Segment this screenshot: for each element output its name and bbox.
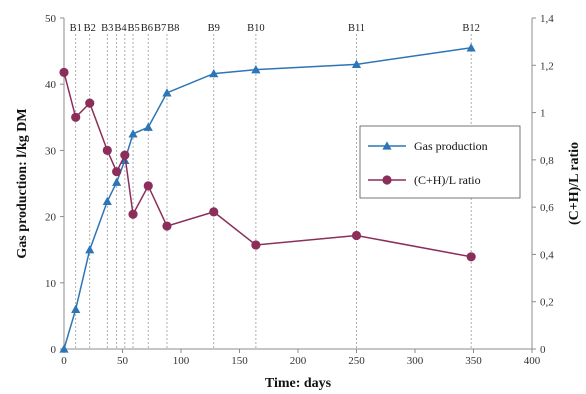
legend: Gas production (C+H)/L ratio [359,125,521,199]
x-tick-label: 400 [524,355,541,367]
batch-marker-label: B7 [154,23,166,34]
left-y-tick-label: 40 [45,79,57,91]
gas-production-point [162,88,172,97]
ratio-point [59,67,69,77]
left-y-tick-label: 20 [45,212,57,224]
right-y-tick-label: 0,6 [540,202,554,214]
right-y-tick-label: 1,4 [540,13,554,25]
batch-marker-label: B2 [84,23,96,34]
x-tick-label: 150 [231,355,248,367]
x-tick-label: 200 [290,355,307,367]
legend-swatch-marker-ratio [382,175,392,185]
ratio-point [120,150,130,160]
axes-group: 0 50 100 150 200 250 300 350 4000102030405000,20… [45,13,554,367]
gas-production-point [112,177,122,186]
x-tick-label: 0 [61,355,67,367]
gas-production-point [351,59,362,69]
ratio-point [102,145,112,155]
ratio-point [71,112,81,122]
left-y-tick-label: 10 [45,278,57,290]
left-y-axis-title: Gas production: l/kg DM [15,108,30,258]
left-y-tick-label: 0 [51,344,57,356]
right-y-tick-label: 1 [540,108,546,120]
batch-marker-label: B6 [141,23,153,34]
ratio-point [251,240,261,250]
gas-production-point [251,65,261,74]
right-y-tick-label: 1,2 [540,60,554,72]
x-tick-label: 250 [348,355,365,367]
gas-production-point [102,196,112,206]
gas-production-point [71,304,81,313]
batch-marker-group: B1 B2 B3 B4 B5 B6 B7 B8 B9 B10 B11 B12 [70,23,480,349]
legend-box [359,125,521,199]
gas-production-point [466,43,476,52]
ratio-point [466,252,476,262]
gas-production-point [85,245,95,254]
series-group [59,43,476,353]
x-tick-label: 100 [173,355,190,367]
batch-marker-label: B1 [70,23,82,34]
gas-production-point [128,129,138,138]
batch-marker-label: B9 [208,23,220,34]
ratio-point [143,181,153,191]
gas-production-point [209,69,219,78]
legend-label-gas-production: Gas production [414,139,488,153]
legend-swatch-marker-gas-production [382,141,392,150]
x-tick-label: 350 [465,355,482,367]
legend-label-ratio: (C+H)/L ratio [414,173,481,187]
ratio-point [112,167,122,177]
ratio-point [209,207,219,217]
batch-marker-label: B3 [101,23,113,34]
ratio-point [128,209,138,219]
gas-production-point [143,122,153,131]
batch-marker-label: B4 [114,23,127,34]
right-y-tick-label: 0 [540,344,546,356]
batch-marker-label: B8 [167,23,179,34]
left-y-tick-label: 50 [45,13,57,25]
gas-production-point [59,344,69,353]
ratio-point [162,221,172,231]
x-axis-title: Time: days [265,376,332,391]
right-y-tick-label: 0,2 [540,297,554,309]
right-y-axis-title: (C+H)/L ratio [567,142,582,225]
left-y-tick-label: 30 [45,145,57,157]
right-y-tick-label: 0,8 [540,155,554,167]
ratio-point [85,98,95,108]
x-tick-label: 300 [407,355,424,367]
right-y-tick-label: 0,4 [540,249,554,261]
ratio-point [351,230,362,241]
batch-marker-label: B12 [462,23,480,34]
batch-marker-label: B5 [128,23,140,34]
batch-marker-label: B11 [348,23,365,34]
x-tick-label: 50 [117,355,129,367]
batch-marker-label: B10 [247,23,265,34]
